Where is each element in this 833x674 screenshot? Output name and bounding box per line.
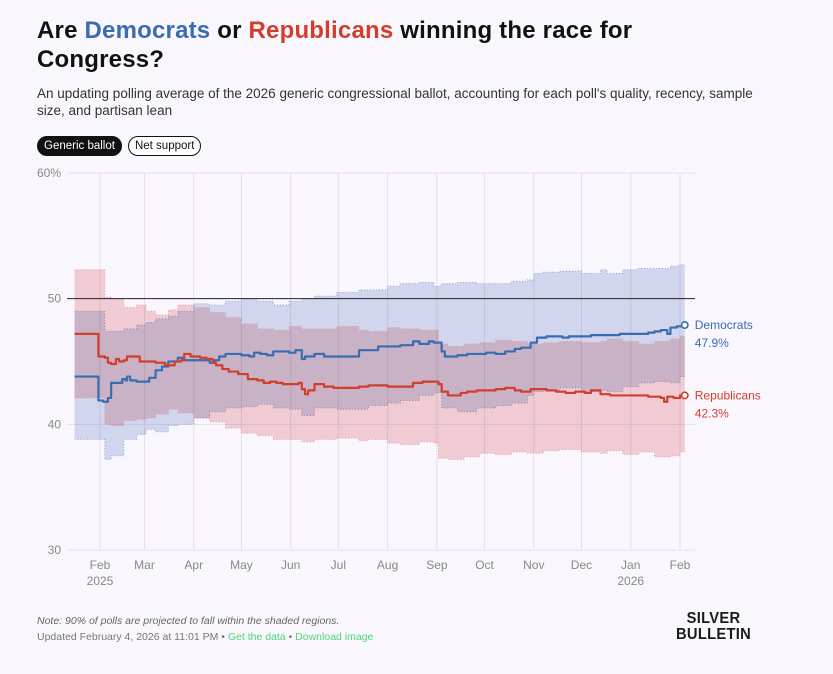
- get-data-link[interactable]: Get the data: [227, 631, 286, 643]
- title-text: or: [210, 17, 249, 44]
- footnote: Note: 90% of polls are projected to fall…: [37, 615, 340, 627]
- series-value-label: 42.3%: [695, 406, 729, 420]
- y-tick-label: 60%: [37, 166, 61, 180]
- lines: [74, 321, 689, 403]
- line-democrats: [74, 325, 686, 403]
- band-lower-edge: [74, 397, 686, 461]
- x-tick-label: Jun: [281, 558, 300, 572]
- updated-timestamp: Updated February 4, 2026 at 11:01 PM: [37, 631, 219, 643]
- bands: [74, 264, 686, 461]
- download-image-link[interactable]: Download image: [295, 631, 374, 643]
- axes: Feb 2025 Mar Apr May Jun Jul Aug Sep Oct Nov Dec Jan…: [37, 166, 695, 588]
- x-tick-label: Jul: [331, 558, 346, 572]
- line-republicans: [74, 332, 685, 403]
- x-tick-label: May: [230, 558, 253, 572]
- band-republicans: [74, 269, 685, 460]
- y-tick-label: 50: [48, 292, 62, 306]
- x-tick-label: Apr: [184, 558, 203, 572]
- x-tick-sublabel: 2025: [87, 574, 114, 588]
- separator: •: [285, 631, 296, 643]
- toggle-net-support[interactable]: Net support: [127, 136, 202, 156]
- logo-line-1: SILVER: [686, 610, 741, 627]
- logo-line-2: BULLETIN: [676, 626, 751, 643]
- x-tick-label: Oct: [475, 558, 494, 572]
- title-text: Are: [37, 17, 85, 44]
- end-labels: Democrats 47.9% Republicans 42.3%: [695, 318, 761, 420]
- toggle-generic-ballot[interactable]: Generic ballot: [37, 136, 122, 156]
- separator: •: [218, 631, 228, 643]
- x-tick-label: Feb: [670, 558, 691, 572]
- x-tick-sublabel: 2026: [617, 574, 644, 588]
- title-republicans: Republicans: [248, 17, 394, 44]
- chart: Feb 2025 Mar Apr May Jun Jul Aug Sep Oct Nov Dec Jan…: [37, 166, 761, 588]
- series-name-label: Democrats: [695, 318, 753, 332]
- x-tick-label: Jan: [621, 558, 640, 572]
- page-title: Are Democrats or Republicans winning the…: [37, 16, 757, 74]
- x-tick-label: Nov: [523, 558, 544, 572]
- y-tick-label: 30: [48, 543, 62, 557]
- subtitle: An updating polling average of the 2026 …: [37, 86, 753, 118]
- title-text: winning the race for Congress?: [37, 17, 633, 73]
- view-toggle: Generic ballot Net support: [37, 136, 202, 156]
- x-tick-label: Mar: [134, 558, 155, 572]
- x-tick-label: Dec: [571, 558, 592, 572]
- series-value-label: 47.9%: [695, 336, 729, 350]
- x-tick-label: Sep: [426, 558, 448, 572]
- y-tick-label: 40: [48, 417, 62, 431]
- updated-line: Updated February 4, 2026 at 11:01 PM • G…: [37, 631, 373, 643]
- x-tick-label: Aug: [377, 558, 398, 572]
- series-name-label: Republicans: [695, 388, 761, 402]
- endpoint-marker: [680, 391, 689, 400]
- x-tick-label: Feb: [90, 558, 111, 572]
- band-upper-edge: [74, 264, 685, 332]
- endpoint-marker: [680, 321, 689, 330]
- title-democrats: Democrats: [84, 17, 211, 44]
- silver-bulletin-logo: SILVER BULLETIN: [676, 611, 751, 643]
